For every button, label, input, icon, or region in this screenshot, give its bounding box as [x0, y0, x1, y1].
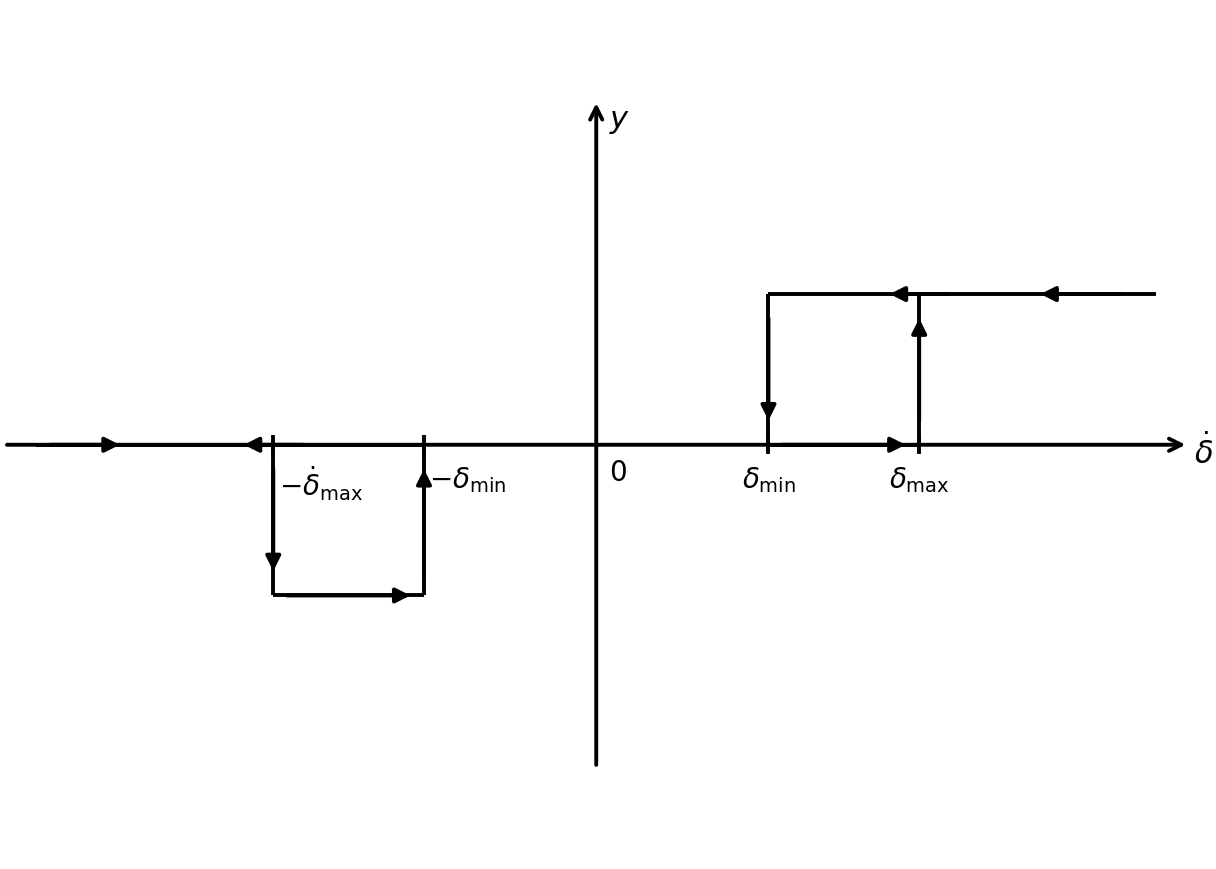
Text: $y$: $y$: [609, 107, 630, 136]
Text: $\dot{\delta}$: $\dot{\delta}$: [1194, 432, 1212, 469]
Text: $0$: $0$: [609, 458, 627, 486]
Text: $\delta_{\max}$: $\delta_{\max}$: [889, 465, 950, 494]
Text: $-\delta_{\min}$: $-\delta_{\min}$: [429, 465, 507, 494]
Text: $\delta_{\min}$: $\delta_{\min}$: [742, 465, 795, 494]
Text: $-\dot{\delta}_{\max}$: $-\dot{\delta}_{\max}$: [278, 465, 362, 503]
